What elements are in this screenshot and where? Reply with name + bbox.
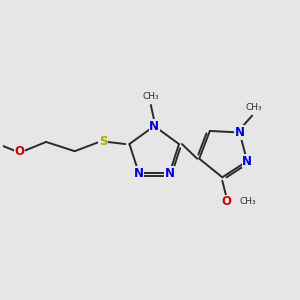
Text: CH₃: CH₃ bbox=[239, 197, 256, 206]
Text: S: S bbox=[99, 135, 108, 148]
Text: O: O bbox=[15, 145, 25, 158]
Text: CH₃: CH₃ bbox=[246, 103, 262, 112]
Text: N: N bbox=[164, 167, 175, 180]
Text: N: N bbox=[235, 126, 244, 139]
Text: CH₃: CH₃ bbox=[142, 92, 159, 101]
Text: N: N bbox=[242, 154, 252, 168]
Text: O: O bbox=[221, 195, 232, 208]
Text: N: N bbox=[149, 119, 159, 133]
Text: N: N bbox=[134, 167, 144, 180]
